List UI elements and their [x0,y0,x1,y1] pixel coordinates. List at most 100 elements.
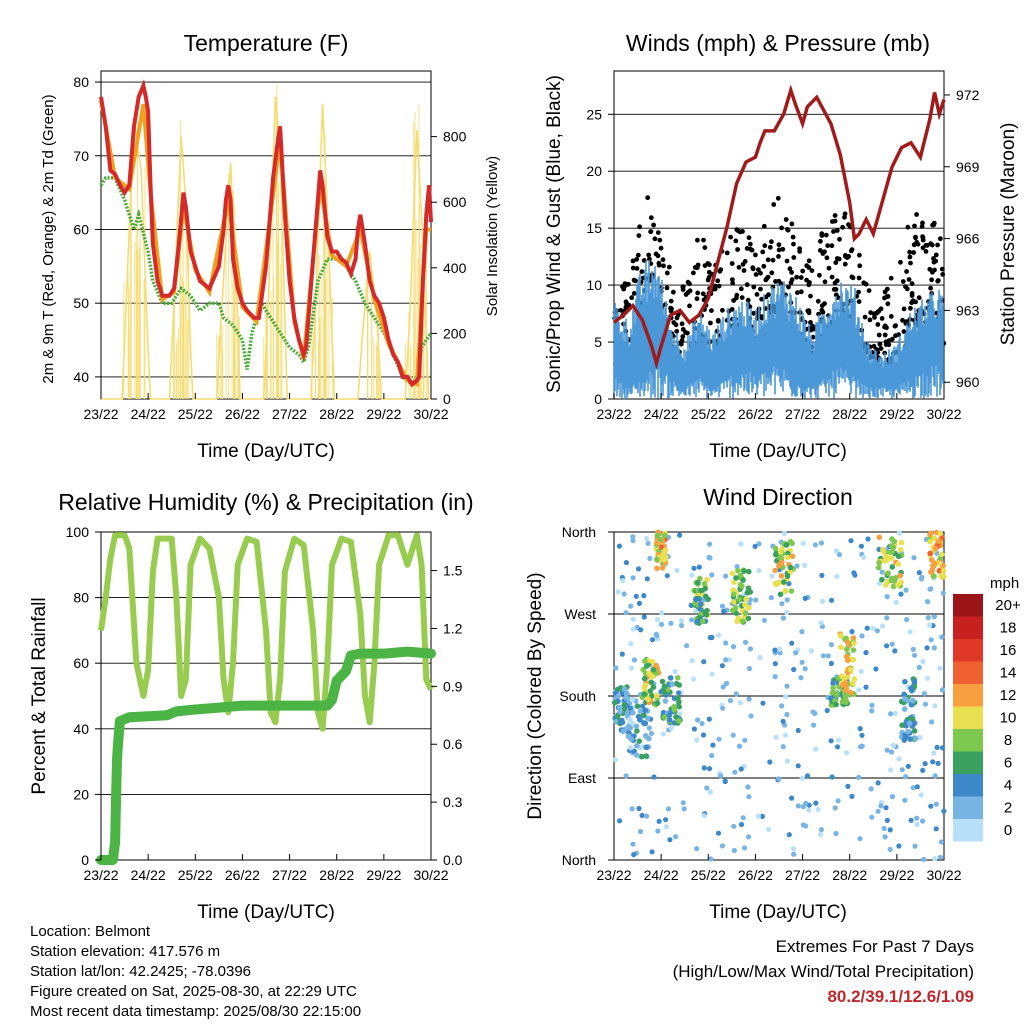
direction-point [937,665,943,671]
gust-point [830,219,835,224]
gust-point [927,266,933,272]
direction-point [634,703,641,709]
pressure-line [612,84,946,370]
temperature-title: Temperature (F) [184,30,349,56]
gust-point [884,286,890,292]
gust-point [765,257,771,263]
direction-point [689,572,695,578]
direction-point [812,542,819,548]
direction-point [654,700,661,706]
gust-point [930,222,935,228]
direction-point [843,683,849,689]
y-tick-label: 0 [594,391,602,407]
direction-point [644,813,650,819]
direction-point [742,845,748,851]
x-tick-label: 25/22 [178,867,213,883]
direction-point [698,601,704,607]
temperature-y-ticks: 40 50 60 70 80 [73,74,101,385]
direction-point [716,632,722,638]
direction-point [676,703,682,710]
direction-point [737,700,743,706]
colorbar-swatch [953,729,983,752]
direction-point [706,716,712,722]
gust-point [646,252,652,258]
x-tick-label: 23/22 [596,867,631,883]
direction-point [704,607,710,614]
x-tick-label: 29/22 [366,406,401,422]
station-elevation: Station elevation: 417.576 m [30,943,221,960]
direction-point [851,570,857,576]
direction-point [819,572,825,579]
gust-point [786,284,791,290]
direction-point [907,736,913,742]
direction-point [731,847,737,854]
gust-point [920,235,926,241]
direction-point [630,709,636,716]
direction-point [681,806,687,812]
direction-point [879,623,886,629]
gust-point [680,334,686,339]
direction-point [612,757,619,763]
direction-point [818,827,825,833]
direction-point [627,716,633,723]
direction-point [931,535,938,541]
direction-point [810,709,816,715]
direction-point [786,832,792,838]
direction-point [772,674,778,680]
direction-point [927,550,933,557]
direction-point [901,737,908,743]
colorbar-swatch [953,684,983,707]
direction-point [615,693,622,699]
direction-point [742,639,749,645]
direction-point [647,688,653,694]
y-tick-label: 40 [73,369,89,385]
direction-point [661,689,667,696]
gust-point [770,257,776,263]
direction-point [660,709,667,716]
direction-point [912,735,919,742]
direction-point [786,581,792,587]
y-tick-label: North [562,852,596,868]
direction-point [888,711,894,717]
gust-point [753,252,758,258]
direction-point [616,543,623,549]
gust-point [708,320,713,326]
direction-point [671,707,678,713]
direction-point [928,557,935,563]
gust-point [655,230,661,236]
direction-point [743,596,749,602]
direction-point [745,784,751,790]
direction-point [765,826,772,833]
gust-point [751,284,757,290]
direction-point [901,706,908,712]
direction-point [898,539,905,546]
direction-point [934,744,940,751]
direction-point [709,572,715,578]
direction-point [940,567,947,574]
direction-point [878,803,884,809]
gust-point [826,265,832,271]
direction-point [755,813,762,819]
gust-point [863,281,869,287]
humidity-x-ticks: 23/22 24/22 25/22 26/22 27/22 28/22 29/22 30/22 [83,854,449,883]
direction-point [905,728,911,735]
direction-point [843,653,850,660]
gust-point [671,289,676,295]
x-tick-label: 25/22 [178,406,213,422]
direction-point [829,690,836,696]
gust-point [695,237,700,243]
gust-point [871,343,877,349]
colorbar-swatches: 20+ 18 16 14 12 10 8 6 4 2 0 [953,594,1021,842]
winds-y-axis-label: Sonic/Prop Wind & Gust (Blue, Black) [544,75,565,393]
direction-point [651,774,657,780]
gust-point [882,323,888,329]
direction-point [885,570,891,577]
gust-point [842,211,848,217]
direction-point [859,732,865,738]
direction-point [747,589,754,595]
gust-point [919,224,925,229]
speed-colorbar: mph 20+ 18 16 14 12 10 8 6 4 2 0 [953,575,1021,842]
gust-point [687,303,692,309]
direction-point [676,718,682,724]
direction-point [896,530,902,536]
